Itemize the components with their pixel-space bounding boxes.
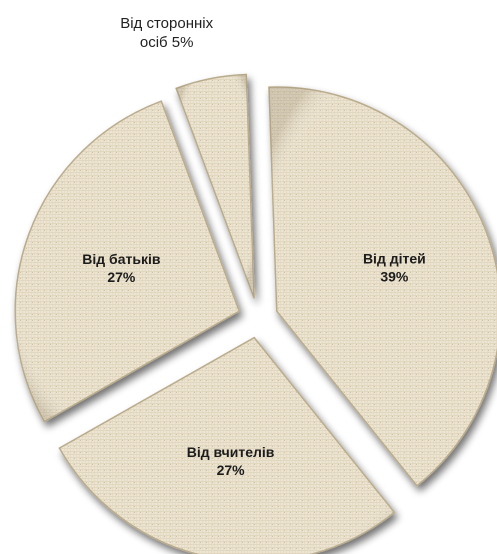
pie-slice-shading-children <box>268 87 497 486</box>
slice-label-value: 27% <box>107 269 136 285</box>
slice-label-name: Від вчителів <box>187 444 275 460</box>
pie-slice-shading-strangers <box>176 74 255 299</box>
slice-label-value: 39% <box>380 268 409 284</box>
slice-label-children: Від дітей 39% <box>363 250 426 284</box>
slice-label-strangers: Від сторонніх осіб 5% <box>120 15 213 51</box>
slice-label-value: 27% <box>217 462 246 478</box>
pie-slice-shading-teachers <box>59 337 395 554</box>
slice-label-teachers: Від вчителів 27% <box>187 444 275 478</box>
slice-label-name: Від батьків <box>82 251 161 267</box>
slice-label-parents: Від батьків 27% <box>82 251 161 285</box>
pie-slices <box>14 73 497 554</box>
pie-slice-shading-parents <box>15 101 240 422</box>
slice-label-line: осіб 5% <box>140 34 194 51</box>
slice-label-name: Від дітей <box>363 250 426 266</box>
slice-label-line: Від сторонніх <box>120 15 213 32</box>
pie-labels: Від дітей 39% Від вчителів 27% Від батьків 27… <box>82 15 425 478</box>
